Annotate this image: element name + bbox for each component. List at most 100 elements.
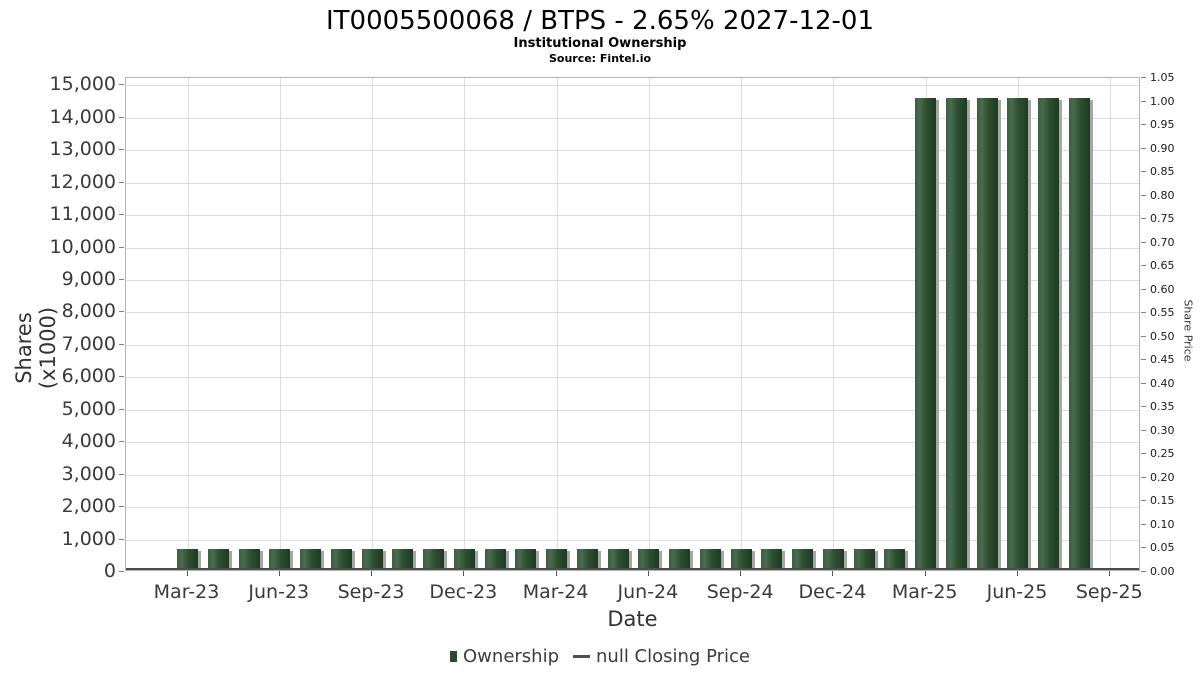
x-tick-mark: [647, 571, 649, 576]
legend-item-ownership[interactable]: Ownership: [450, 646, 559, 667]
y-tick-mark: [119, 181, 124, 183]
ownership-bar[interactable]: [330, 548, 352, 568]
y-tick-mark: [119, 343, 124, 345]
legend-item-closing-price[interactable]: null Closing Price: [573, 646, 750, 667]
x-tick-label: Dec-24: [798, 581, 867, 603]
ownership-bar[interactable]: [392, 548, 414, 568]
y-tick-mark: [119, 506, 124, 508]
ownership-bar[interactable]: [361, 548, 383, 568]
h-gridline: [126, 507, 1139, 509]
plot-area: [125, 77, 1140, 571]
ownership-bar[interactable]: [669, 548, 691, 568]
y-tick-label: 10,000: [49, 235, 116, 258]
y2-tick-mark: [1141, 406, 1146, 408]
legend-label: Ownership: [463, 646, 560, 667]
y2-tick-label: 0.10: [1150, 517, 1175, 531]
v-gridline: [279, 78, 281, 570]
ownership-bar[interactable]: [484, 548, 506, 568]
y-tick-mark: [119, 441, 124, 443]
y-tick-mark: [119, 214, 124, 216]
ownership-bar[interactable]: [177, 548, 198, 568]
ownership-bar[interactable]: [976, 97, 998, 568]
y2-tick-mark: [1141, 124, 1146, 126]
h-gridline: [126, 474, 1139, 476]
ownership-bar[interactable]: [1038, 97, 1060, 568]
y-tick-mark: [119, 116, 124, 118]
ownership-bar[interactable]: [269, 548, 291, 568]
ownership-bar[interactable]: [638, 548, 660, 568]
ownership-bar[interactable]: [207, 548, 229, 568]
ownership-bar[interactable]: [607, 548, 629, 568]
y2-tick-mark: [1141, 476, 1146, 478]
y2-tick-mark: [1141, 194, 1146, 196]
y2-tick-label: 0.00: [1150, 565, 1175, 578]
y2-tick-mark: [1141, 171, 1146, 173]
v-gridline: [1110, 78, 1112, 570]
v-gridline: [464, 78, 466, 570]
y2-tick-label: 0.40: [1150, 376, 1175, 390]
h-gridline: [126, 539, 1139, 541]
ownership-bar[interactable]: [576, 548, 598, 568]
y2-tick-label: 0.35: [1150, 400, 1175, 414]
ownership-bar[interactable]: [300, 548, 322, 568]
h-gridline: [126, 182, 1139, 184]
y-tick-label: 15,000: [49, 73, 116, 96]
ownership-bar[interactable]: [945, 97, 967, 568]
y-tick-label: 4,000: [61, 430, 116, 453]
ownership-bar[interactable]: [853, 548, 875, 568]
y2-tick-label: 0.25: [1150, 447, 1175, 461]
x-tick-label: Sep-25: [1075, 581, 1143, 603]
y2-tick-mark: [1141, 77, 1146, 78]
y-tick-mark: [119, 473, 124, 475]
ownership-bar[interactable]: [1007, 97, 1029, 568]
y2-tick-label: 0.75: [1150, 212, 1175, 226]
h-gridline: [126, 442, 1139, 444]
y-tick-label: 9,000: [61, 267, 116, 290]
ownership-bar[interactable]: [822, 548, 844, 568]
y2-tick-label: 0.55: [1150, 306, 1175, 320]
x-tick-mark: [555, 571, 557, 576]
y2-tick-label: 0.45: [1150, 353, 1175, 367]
y2-tick-label: 1.00: [1150, 94, 1175, 108]
ownership-bar[interactable]: [238, 548, 260, 568]
y-tick-mark: [119, 571, 124, 572]
chart-title: IT0005500068 / BTPS - 2.65% 2027-12-01: [325, 6, 875, 36]
ownership-bar[interactable]: [730, 548, 752, 568]
h-gridline: [126, 117, 1139, 119]
v-gridline: [187, 78, 189, 570]
x-tick-mark: [1109, 571, 1111, 576]
ownership-bar[interactable]: [699, 548, 721, 568]
y-tick-label: 5,000: [61, 397, 116, 420]
y2-tick-mark: [1141, 335, 1146, 337]
closing-price-line-icon: [573, 655, 591, 658]
y2-tick-mark: [1141, 265, 1146, 267]
ownership-bar[interactable]: [546, 548, 568, 568]
y2-tick-mark: [1141, 382, 1146, 384]
x-tick-mark: [371, 571, 373, 576]
ownership-bar[interactable]: [515, 548, 537, 568]
ownership-bar[interactable]: [884, 548, 906, 568]
y2-tick-label: 0.85: [1150, 165, 1175, 179]
ownership-bar[interactable]: [761, 548, 783, 568]
ownership-bar[interactable]: [792, 548, 814, 568]
h-gridline: [126, 215, 1139, 217]
x-tick-label: Jun-25: [986, 581, 1048, 603]
y-tick-label: 11,000: [49, 203, 116, 226]
y2-tick-mark: [1141, 453, 1146, 455]
y2-tick-label: 0.95: [1150, 118, 1175, 132]
y-tick-label: 2,000: [61, 495, 116, 518]
ownership-bar[interactable]: [453, 548, 475, 568]
x-tick-mark: [1016, 571, 1018, 576]
ownership-bar[interactable]: [915, 97, 937, 568]
ownership-bar[interactable]: [1068, 97, 1090, 568]
h-gridline: [126, 344, 1139, 346]
y-tick-label: 8,000: [61, 300, 116, 323]
x-tick-mark: [278, 571, 280, 576]
y-tick-label: 12,000: [49, 170, 116, 193]
y2-tick-label: 0.30: [1150, 423, 1175, 437]
legend-label: null Closing Price: [596, 646, 750, 667]
y2-tick-mark: [1141, 359, 1146, 361]
ownership-bar[interactable]: [423, 548, 445, 568]
h-gridline: [126, 85, 1139, 87]
